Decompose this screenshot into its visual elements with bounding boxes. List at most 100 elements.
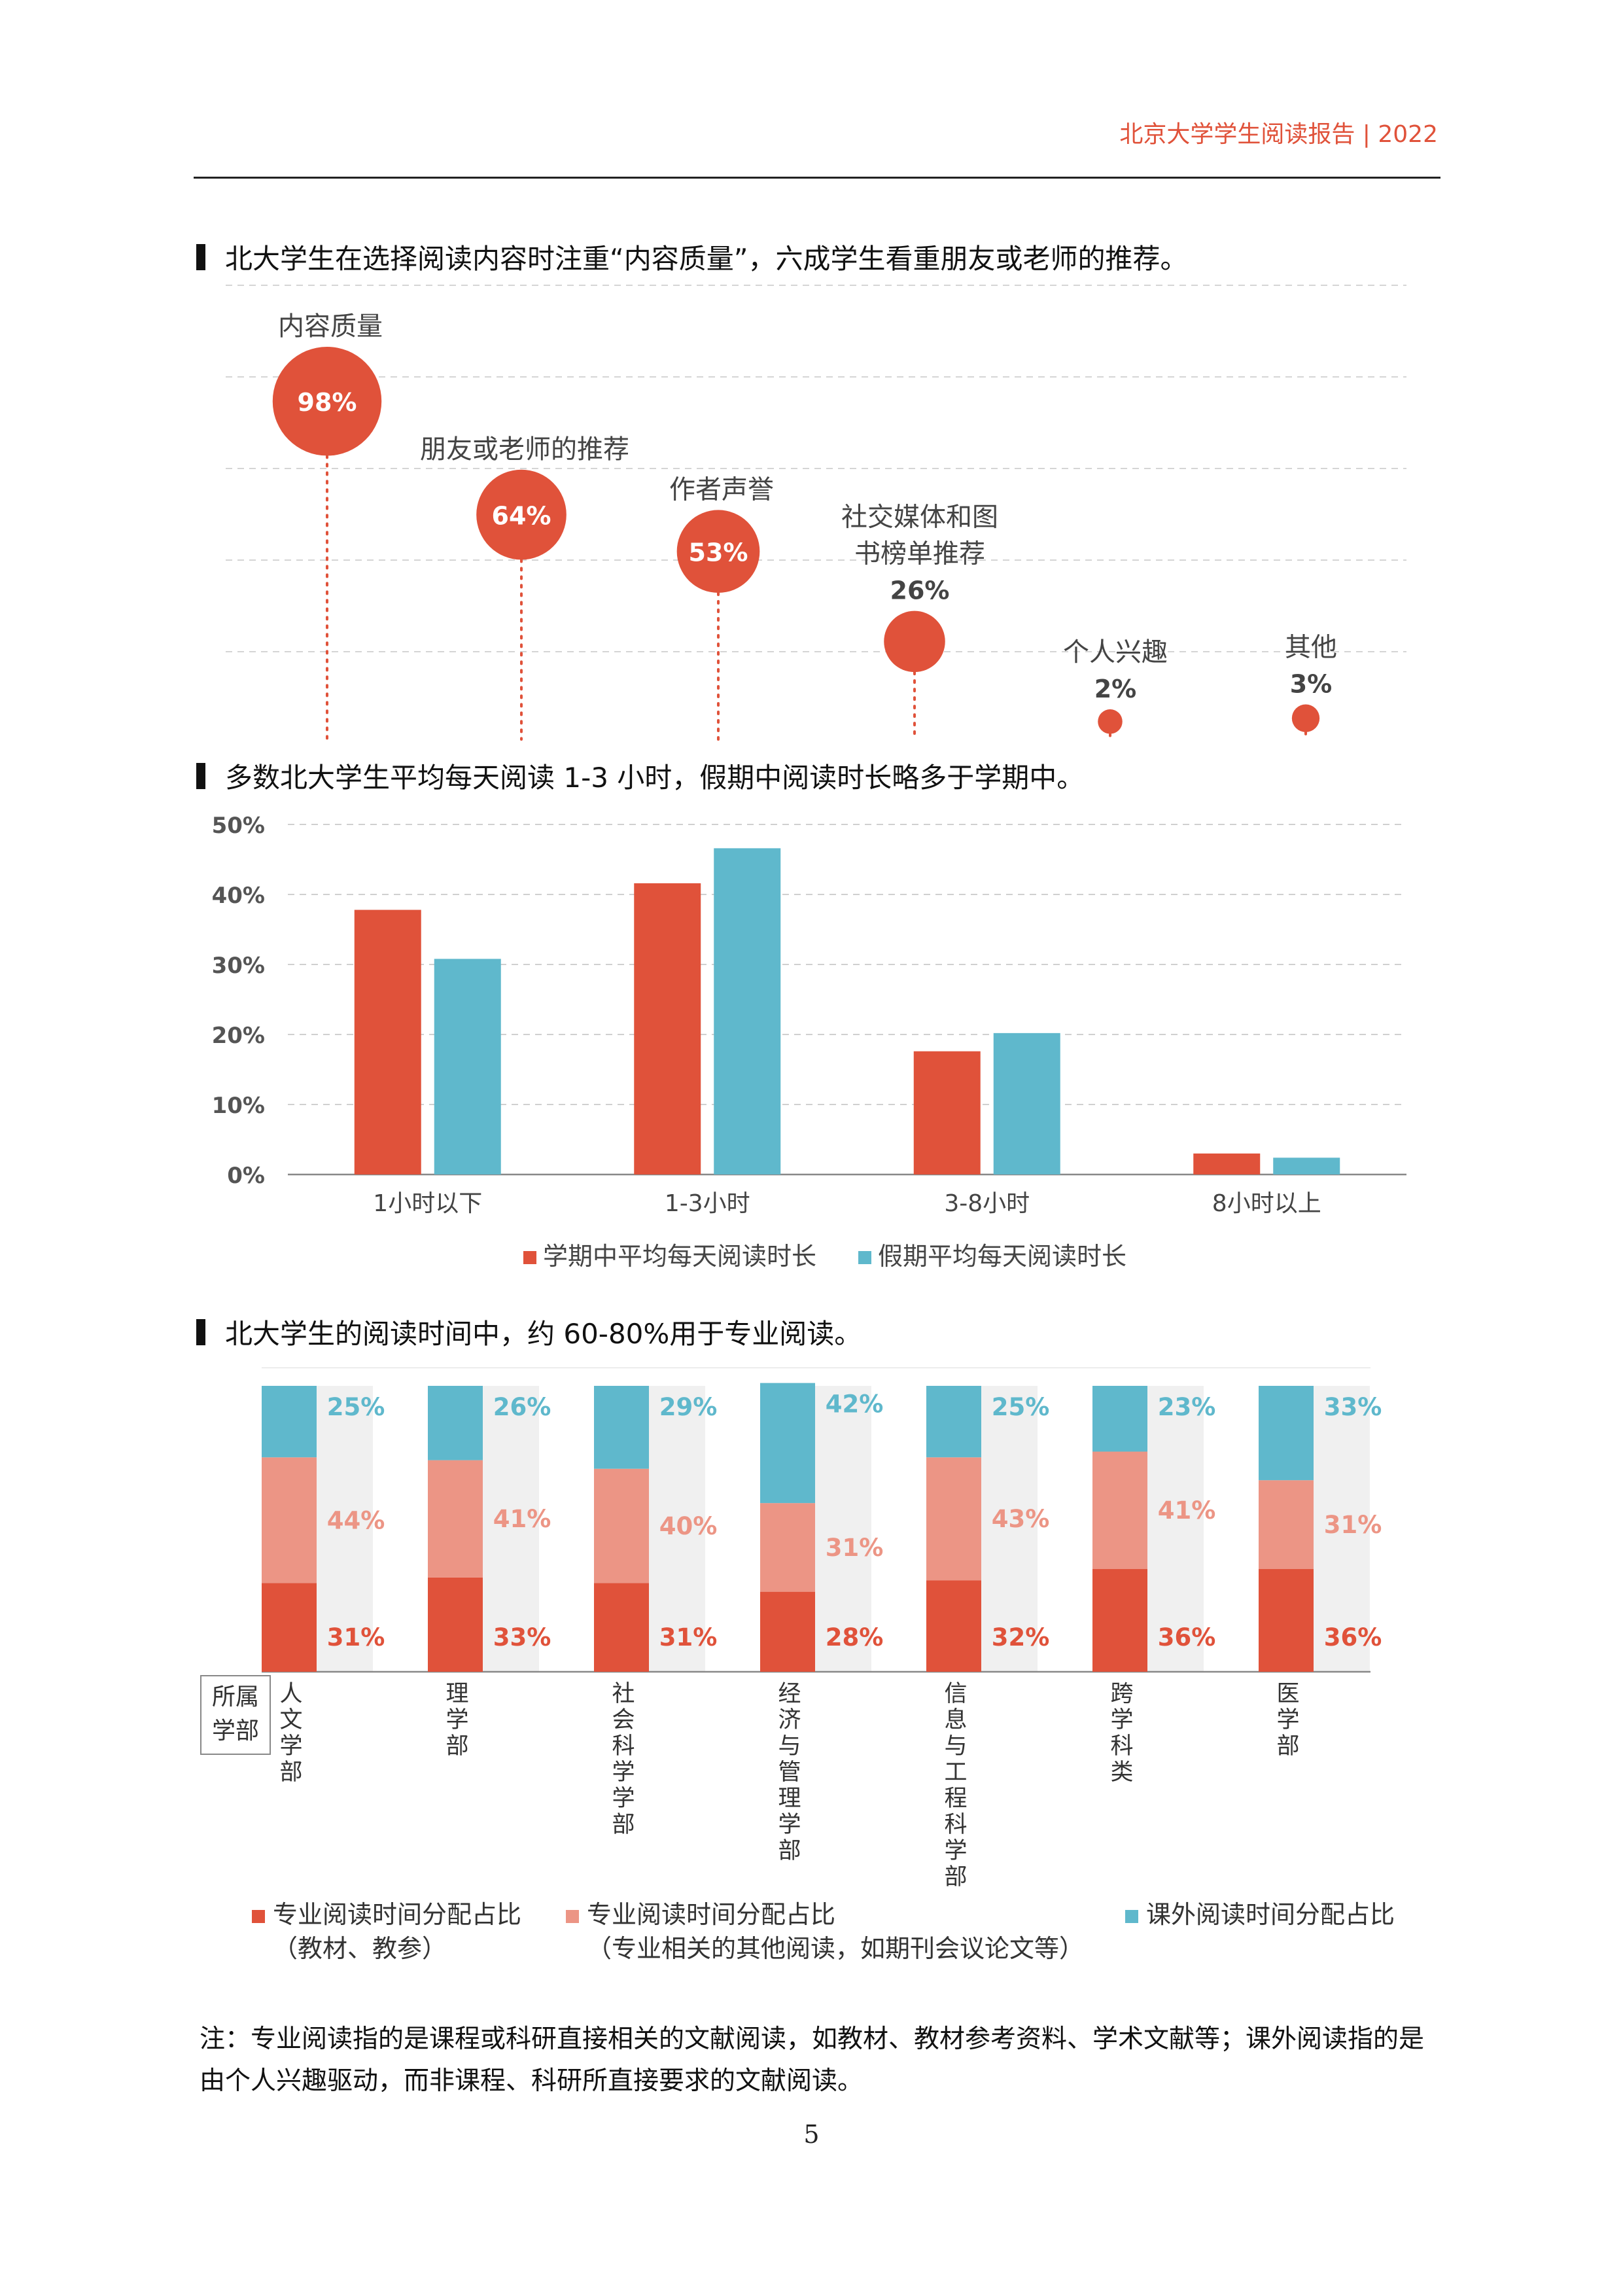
background-stripe	[317, 1386, 373, 1672]
department-label-char: 学	[778, 1812, 801, 1838]
legend-sub-label: （教材、教参）	[273, 1934, 447, 1963]
x-tick-label: 1小时以下	[373, 1190, 482, 1217]
bubble-point	[676, 510, 760, 593]
footnote: 注：专业阅读指的是课程或科研直接相关的文献阅读，如教材、教材参考资料、学术文献等…	[200, 2024, 1425, 2096]
y-tick-label: 50%	[212, 813, 265, 839]
stacked-segment	[262, 1583, 317, 1672]
department-label-char: 学	[944, 1838, 967, 1864]
section-heading-text: 北大学生的阅读时间中，约 60-80%用于专业阅读。	[225, 1318, 862, 1350]
department-label-char: 管	[778, 1759, 801, 1786]
bar-chart-x-tick-labels: 1小时以下 1-3小时 3-8小时 8小时以上	[373, 1190, 1321, 1217]
department-label-char: 学	[279, 1733, 302, 1759]
bubble-value-label: 26%	[890, 576, 950, 605]
background-stripe	[483, 1386, 539, 1672]
background-stripe	[815, 1386, 871, 1672]
section-heading-reading-time: 多数北大学生平均每天阅读 1-3 小时，假期中阅读时长略多于学期中。	[196, 756, 1084, 796]
stacked-value-label: 41%	[493, 1505, 551, 1533]
bubble-value-label: 2%	[1094, 675, 1137, 703]
stacked-segment	[428, 1577, 483, 1672]
y-tick-label: 10%	[212, 1093, 265, 1119]
stacked-value-label: 43%	[992, 1505, 1050, 1533]
bar	[1193, 1153, 1261, 1174]
stacked-segment	[594, 1386, 649, 1469]
section-heading-professional-reading: 北大学生的阅读时间中，约 60-80%用于专业阅读。	[196, 1312, 862, 1352]
bar-chart-bars	[354, 848, 1340, 1174]
stacked-segment	[926, 1457, 981, 1581]
department-label-char: 科	[944, 1812, 967, 1838]
bar	[714, 848, 781, 1174]
stacked-segment	[1259, 1568, 1314, 1672]
bubble-value-label: 98%	[298, 388, 357, 417]
report-header-title: 北京大学学生阅读报告 | 2022	[1119, 121, 1438, 148]
stacked-value-label: 31%	[659, 1623, 718, 1651]
bubble-category-label: 个人兴趣	[1063, 637, 1168, 667]
stacked-value-label: 44%	[327, 1506, 385, 1534]
stacked-segment	[1259, 1480, 1314, 1569]
department-label-char: 与	[778, 1733, 801, 1759]
legend-label: 学期中平均每天阅读时长	[543, 1242, 816, 1271]
bubble-point	[272, 346, 382, 456]
legend-item-extracurricular-reading: 课外阅读时间分配占比	[1125, 1898, 1395, 1932]
bar	[434, 959, 501, 1174]
bar	[634, 883, 701, 1174]
department-label-char: 部	[612, 1812, 635, 1838]
stacked-value-label: 25%	[992, 1393, 1050, 1421]
section-heading-content-selection: 北大学生在选择阅读内容时注重“内容质量”，六成学生看重朋友或老师的推荐。	[196, 237, 1188, 277]
y-tick-label: 20%	[212, 1023, 265, 1049]
legend-label: 课外阅读时间分配占比	[1146, 1900, 1395, 1929]
department-label-char: 会	[612, 1707, 635, 1733]
department-label-char: 与	[944, 1733, 967, 1759]
stacked-segment	[428, 1386, 483, 1460]
department-label-char: 科	[1110, 1733, 1133, 1759]
department-axis-label-line1: 所属	[211, 1684, 259, 1710]
bubble-category-label: 作者声誉	[669, 474, 774, 504]
stacked-value-label: 31%	[826, 1534, 884, 1562]
department-axis-label: 所属 学部	[200, 1675, 271, 1755]
stacked-segment	[760, 1383, 815, 1504]
department-label-char: 类	[1110, 1759, 1133, 1786]
department-label-char: 学	[612, 1759, 635, 1786]
department-label-char: 部	[778, 1838, 801, 1864]
department-label-char: 理	[778, 1786, 801, 1812]
department-label-char: 部	[1276, 1733, 1299, 1759]
stacked-value-label: 26%	[493, 1393, 551, 1421]
stacked-value-label: 31%	[327, 1623, 385, 1651]
stacked-segment	[262, 1386, 317, 1458]
background-stripe	[1147, 1386, 1204, 1672]
legend-sub-label: （专业相关的其他阅读，如期刊会议论文等）	[587, 1934, 1085, 1963]
department-label-char: 部	[279, 1759, 302, 1786]
bar	[913, 1051, 981, 1174]
background-stripe	[1314, 1386, 1370, 1672]
stacked-chart-background-stripes	[262, 1368, 1370, 1673]
daily-reading-hours-bar-chart: 0% 10% 20% 30% 40% 50% 1小时以下 1-3小时 3-8小时 8小时以上 学…	[212, 813, 1406, 1271]
stacked-value-label: 29%	[659, 1393, 718, 1421]
department-label-char: 学	[612, 1786, 635, 1812]
bar-chart-y-tick-labels: 0% 10% 20% 30% 40% 50%	[212, 813, 265, 1189]
bubble-category-label: 社交媒体和图	[841, 503, 998, 533]
department-label-char: 跨	[1110, 1681, 1133, 1707]
background-stripe	[649, 1386, 705, 1672]
header-divider	[194, 177, 1440, 179]
stacked-chart-value-labels: 31% 44% 25% 33% 41% 26% 31% 40% 29% 28% 31% 42% 32% 4…	[327, 1390, 1382, 1651]
bar	[1273, 1157, 1340, 1174]
department-label-char: 人	[279, 1681, 302, 1707]
bubble-value-label: 3%	[1290, 670, 1333, 699]
y-tick-label: 0%	[227, 1163, 265, 1189]
bar	[354, 910, 421, 1174]
department-label-char: 息	[944, 1707, 967, 1733]
department-label-char: 医	[1276, 1681, 1299, 1707]
bubble-point	[884, 610, 945, 673]
stacked-segment	[926, 1386, 981, 1458]
department-label-char: 学	[445, 1707, 468, 1733]
stacked-segment	[594, 1468, 649, 1583]
section-heading-text: 多数北大学生平均每天阅读 1-3 小时，假期中阅读时长略多于学期中。	[225, 762, 1085, 794]
stacked-value-label: 40%	[659, 1512, 718, 1540]
legend-item-related-reading: 专业阅读时间分配占比 （专业相关的其他阅读，如期刊会议论文等）	[566, 1898, 1084, 1966]
stacked-segment	[1092, 1568, 1147, 1672]
stacked-segment	[428, 1460, 483, 1578]
department-label-char: 社	[612, 1681, 635, 1707]
bubble-category-label: 其他	[1285, 633, 1337, 663]
bubble-category-label: 内容质量	[278, 311, 383, 342]
legend-label: 专业阅读时间分配占比	[273, 1900, 522, 1929]
